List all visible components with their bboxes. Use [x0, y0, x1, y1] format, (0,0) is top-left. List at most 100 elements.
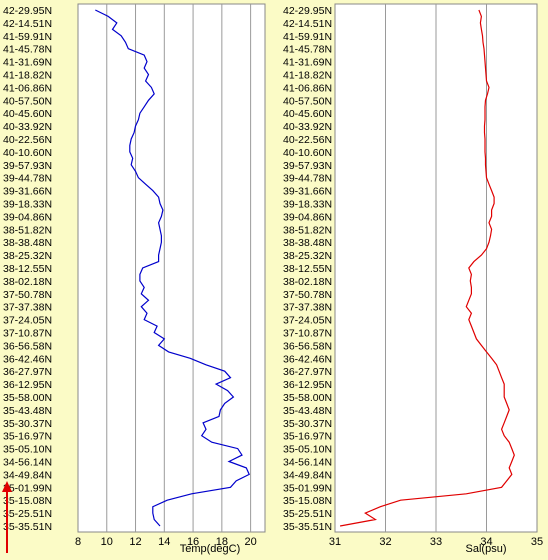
- temp-latitude-label: 39-31.66N: [3, 186, 52, 198]
- sal-latitude-label: 41-45.78N: [283, 44, 332, 56]
- temp-latitude-label: 35-15.08N: [3, 495, 52, 507]
- sal-latitude-label: 36-12.95N: [283, 379, 332, 391]
- sal-latitude-label: 36-42.46N: [283, 353, 332, 365]
- temp-latitude-label: 36-12.95N: [3, 379, 52, 391]
- sal-latitude-labels: 42-29.95N42-14.51N41-59.91N41-45.78N41-3…: [283, 5, 332, 533]
- temp-latitude-label: 36-27.97N: [3, 366, 52, 378]
- temp-tick-label: 16: [187, 536, 199, 548]
- temp-latitude-label: 39-44.78N: [3, 173, 52, 185]
- temp-latitude-label: 41-45.78N: [3, 44, 52, 56]
- sal-latitude-label: 35-05.10N: [283, 444, 332, 456]
- sal-latitude-label: 37-37.38N: [283, 302, 332, 314]
- sal-latitude-label: 34-49.84N: [283, 469, 332, 481]
- sal-latitude-label: 34-56.14N: [283, 457, 332, 469]
- sal-latitude-label: 41-18.82N: [283, 70, 332, 82]
- temp-latitude-label: 38-38.48N: [3, 237, 52, 249]
- temp-latitude-label: 34-49.84N: [3, 469, 52, 481]
- temp-gridlines: [106, 4, 252, 532]
- sal-latitude-label: 38-25.32N: [283, 250, 332, 262]
- temp-latitude-label: 38-12.55N: [3, 263, 52, 275]
- temp-latitude-label: 35-58.00N: [3, 392, 52, 404]
- temp-latitude-label: 36-42.46N: [3, 353, 52, 365]
- sal-tick-labels: 31 32 33 34 35: [329, 536, 543, 548]
- temp-latitude-label: 42-14.51N: [3, 18, 52, 30]
- temp-plot-area: [77, 3, 266, 533]
- temp-tick-label: 12: [129, 536, 141, 548]
- sal-latitude-label: 41-31.69N: [283, 57, 332, 69]
- temp-latitude-label: 42-29.95N: [3, 5, 52, 17]
- temp-latitude-label: 34-56.14N: [3, 457, 52, 469]
- sal-tick-label: 35: [531, 536, 543, 548]
- direction-arrow-icon: [2, 481, 12, 553]
- temp-latitude-labels: 42-29.95N42-14.51N41-59.91N41-45.78N41-3…: [3, 5, 52, 533]
- sal-latitude-label: 35-58.00N: [283, 392, 332, 404]
- sal-latitude-label: 38-02.18N: [283, 276, 332, 288]
- temp-latitude-label: 36-56.58N: [3, 340, 52, 352]
- temp-tick-label: 10: [101, 536, 113, 548]
- sal-latitude-label: 41-06.86N: [283, 82, 332, 94]
- temp-latitude-label: 41-59.91N: [3, 31, 52, 43]
- sal-latitude-label: 41-59.91N: [283, 31, 332, 43]
- temp-tick-label: 18: [216, 536, 228, 548]
- sal-series-line: [339, 9, 515, 527]
- sal-latitude-label: 40-45.60N: [283, 108, 332, 120]
- temp-latitude-label: 37-24.05N: [3, 315, 52, 327]
- sal-latitude-label: 39-57.93N: [283, 160, 332, 172]
- temp-latitude-label: 38-02.18N: [3, 276, 52, 288]
- temp-tick-labels: 8 10 12 14 16 18 20: [75, 536, 257, 548]
- temp-tick-label: 20: [244, 536, 256, 548]
- temp-latitude-label: 39-57.93N: [3, 160, 52, 172]
- temp-latitude-label: 35-30.37N: [3, 418, 52, 430]
- sal-latitude-label: 40-33.92N: [283, 121, 332, 133]
- temp-latitude-label: 40-10.60N: [3, 147, 52, 159]
- sal-latitude-label: 42-29.95N: [283, 5, 332, 17]
- sal-latitude-label: 37-24.05N: [283, 315, 332, 327]
- temp-latitude-label: 39-18.33N: [3, 199, 52, 211]
- sal-latitude-label: 35-15.08N: [283, 495, 332, 507]
- temp-latitude-label: 40-45.60N: [3, 108, 52, 120]
- temp-latitude-label: 39-04.86N: [3, 211, 52, 223]
- sal-latitude-label: 37-10.87N: [283, 328, 332, 340]
- sal-latitude-label: 38-51.82N: [283, 224, 332, 236]
- sal-latitude-label: 35-43.48N: [283, 405, 332, 417]
- temp-latitude-label: 37-37.38N: [3, 302, 52, 314]
- temp-latitude-label: 35-01.99N: [3, 482, 52, 494]
- temp-latitude-label: 35-35.51N: [3, 521, 52, 533]
- temp-latitude-label: 41-31.69N: [3, 57, 52, 69]
- temp-latitude-label: 37-10.87N: [3, 328, 52, 340]
- sal-latitude-label: 38-38.48N: [283, 237, 332, 249]
- sal-latitude-label: 36-56.58N: [283, 340, 332, 352]
- temp-series-line: [95, 9, 250, 527]
- temp-latitude-label: 40-33.92N: [3, 121, 52, 133]
- sal-tick-label: 33: [430, 536, 442, 548]
- temp-latitude-label: 41-06.86N: [3, 82, 52, 94]
- temp-latitude-label: 38-51.82N: [3, 224, 52, 236]
- temp-latitude-label: 35-43.48N: [3, 405, 52, 417]
- sal-tick-label: 31: [329, 536, 341, 548]
- sal-latitude-label: 39-31.66N: [283, 186, 332, 198]
- sal-axis-label: Sal(psu): [466, 543, 507, 555]
- sal-latitude-label: 35-30.37N: [283, 418, 332, 430]
- sal-latitude-label: 35-25.51N: [283, 508, 332, 520]
- sal-latitude-label: 39-18.33N: [283, 199, 332, 211]
- temp-latitude-label: 37-50.78N: [3, 289, 52, 301]
- sal-latitude-label: 38-12.55N: [283, 263, 332, 275]
- sal-latitude-label: 35-16.97N: [283, 431, 332, 443]
- temp-latitude-label: 40-22.56N: [3, 134, 52, 146]
- sal-latitude-label: 42-14.51N: [283, 18, 332, 30]
- temp-tick-label: 14: [158, 536, 170, 548]
- sal-latitude-label: 39-04.86N: [283, 211, 332, 223]
- sal-latitude-label: 40-22.56N: [283, 134, 332, 146]
- temp-tick-label: 8: [75, 536, 81, 548]
- temp-latitude-label: 35-05.10N: [3, 444, 52, 456]
- sal-tick-label: 32: [379, 536, 391, 548]
- temp-latitude-label: 35-16.97N: [3, 431, 52, 443]
- sal-latitude-label: 40-57.50N: [283, 95, 332, 107]
- sal-latitude-label: 39-44.78N: [283, 173, 332, 185]
- sal-latitude-label: 35-35.51N: [283, 521, 332, 533]
- sal-latitude-label: 36-27.97N: [283, 366, 332, 378]
- sal-latitude-label: 37-50.78N: [283, 289, 332, 301]
- sal-latitude-label: 35-01.99N: [283, 482, 332, 494]
- sal-gridlines: [385, 4, 487, 532]
